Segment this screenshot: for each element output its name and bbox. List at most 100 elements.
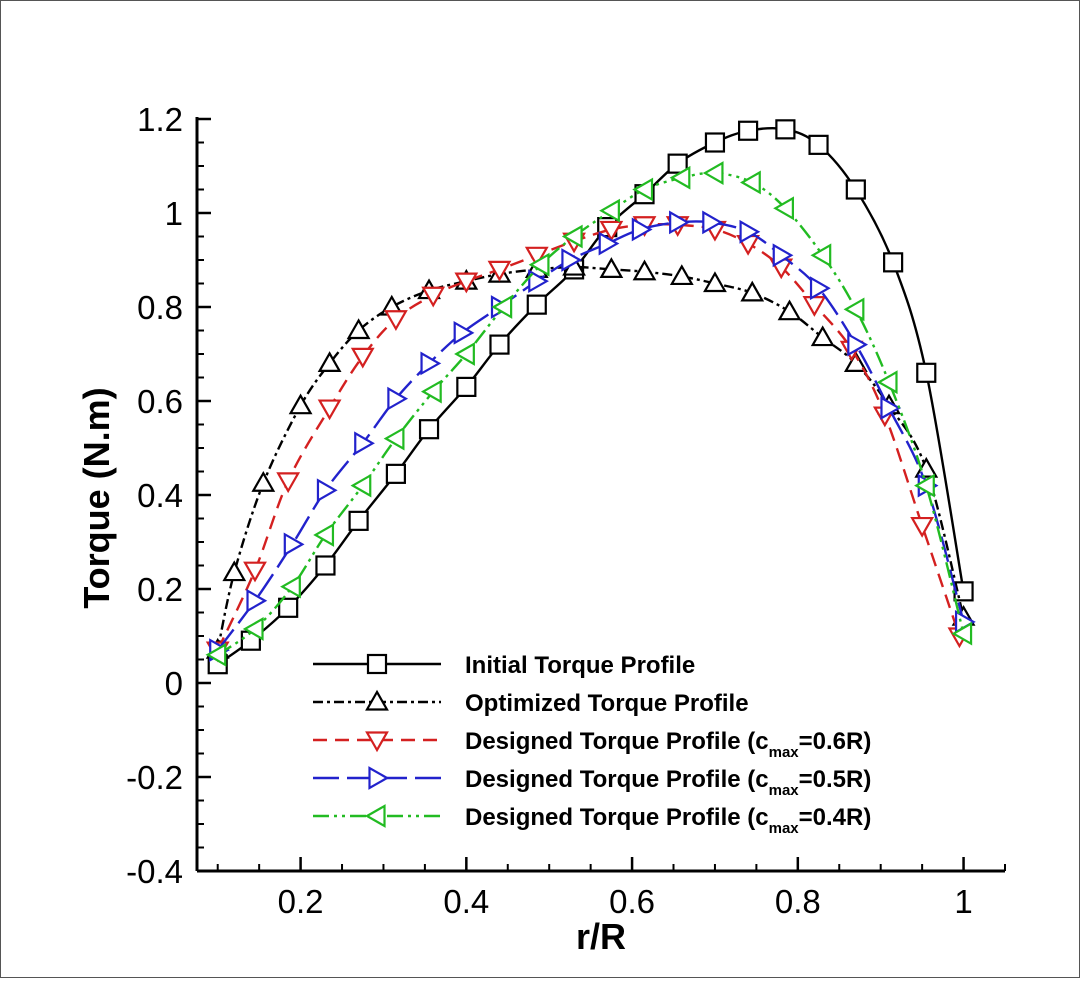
y-tick-label: 1.2 (137, 101, 183, 138)
y-tick-label: 1 (165, 195, 183, 232)
legend-triangle-up-marker (365, 689, 389, 711)
triangle-left-marker (773, 196, 794, 221)
triangle-up-marker (669, 264, 694, 286)
triangle-up-marker (777, 299, 802, 321)
square-marker (456, 376, 477, 397)
square-marker (916, 362, 937, 383)
legend-triangle-right-marker (368, 766, 390, 790)
series-1 (207, 119, 974, 675)
triangle-right-marker (739, 219, 761, 244)
triangle-left-marker (242, 617, 264, 641)
legend-subscript: max (769, 820, 800, 837)
triangle-right-marker (354, 431, 375, 456)
triangle-right-marker (772, 243, 794, 268)
y-tick-label: -0.4 (126, 853, 183, 890)
triangle-up-marker (251, 471, 276, 492)
triangle-right-marker (880, 396, 902, 420)
triangle-left-marker (491, 295, 513, 319)
triangle-down-marker (454, 272, 479, 294)
legend-entry-3: Designed Torque Profile (cmax=0.6R) (313, 728, 871, 761)
triangle-left-marker (632, 177, 654, 202)
triangle-left-marker (313, 523, 335, 547)
triangle-up-marker (222, 560, 247, 582)
series-4 (209, 210, 976, 662)
series-line (217, 126, 965, 666)
triangle-down-marker (243, 561, 267, 583)
legend-square-marker (366, 653, 388, 675)
y-tick-label: 0 (165, 665, 183, 702)
triangle-right-marker (246, 588, 268, 613)
legend-label-tail: =0.6R) (799, 728, 872, 755)
triangle-up-marker (810, 325, 835, 347)
triangle-up-marker (599, 257, 624, 278)
square-marker (883, 252, 904, 273)
square-marker (737, 120, 759, 141)
triangle-up-marker (346, 318, 371, 340)
triangle-left-marker (876, 370, 898, 395)
triangle-right-marker (316, 478, 338, 503)
legend: Initial Torque Profile Optimized Torque P… (313, 652, 871, 837)
triangle-down-marker (599, 220, 624, 242)
legend-label-tail: =0.5R) (799, 766, 872, 793)
triangle-left-marker (669, 165, 691, 190)
legend-triangle-left-marker (364, 804, 386, 828)
triangle-down-marker (802, 296, 827, 317)
triangle-down-marker (524, 246, 549, 268)
square-marker (489, 334, 510, 355)
series-3 (205, 216, 972, 663)
square-marker (845, 179, 866, 200)
axes: -0.4 -0.2 0 0.2 0.4 0.6 0.8 1 1.2 0.2 0.4 0.6 0.8 1 (126, 101, 1006, 920)
legend-label: Optimized Torque Profile (465, 690, 749, 717)
triangle-down-marker (487, 260, 512, 282)
legend-label: Initial Torque Profile (465, 652, 695, 679)
legend-entry-4: Designed Torque Profile (cmax=0.5R) (313, 766, 871, 799)
triangle-up-marker (703, 271, 727, 293)
square-marker (418, 419, 440, 440)
series-line (216, 222, 961, 651)
triangle-left-marker (350, 473, 372, 498)
y-tick-label: 0.2 (137, 571, 183, 608)
series-line (216, 265, 965, 651)
triangle-right-marker (453, 320, 475, 345)
legend-entry-5: Designed Torque Profile (cmax=0.4R) (313, 804, 871, 837)
triangle-right-marker (561, 248, 583, 272)
legend-label: Designed Torque Profile (cmax=0.5R) (465, 766, 871, 799)
triangle-right-marker (669, 210, 690, 235)
triangle-up-marker (632, 259, 657, 281)
x-axis-title: r/R (576, 916, 626, 957)
square-marker (385, 463, 406, 484)
legend-label: Designed Torque Profile (cmax=0.4R) (465, 804, 871, 837)
triangle-right-marker (598, 231, 620, 256)
y-tick-label: 0.6 (137, 383, 183, 420)
square-marker (315, 555, 336, 576)
triangle-left-marker (740, 170, 761, 195)
square-marker (526, 294, 547, 315)
triangle-down-marker (910, 516, 935, 538)
x-tick-label: 0.6 (609, 883, 655, 920)
triangle-left-marker (810, 243, 832, 268)
triangle-right-marker (702, 210, 724, 235)
triangle-left-marker (914, 473, 935, 498)
square-marker (667, 153, 688, 174)
square-marker (278, 597, 299, 618)
square-marker (704, 132, 726, 153)
triangle-left-marker (843, 297, 865, 322)
triangle-left-marker (420, 379, 442, 404)
square-marker (808, 134, 829, 155)
triangle-left-marker (205, 642, 227, 667)
triangle-left-marker (528, 252, 550, 277)
series-line (216, 220, 965, 651)
legend-entry-2: Optimized Torque Profile (313, 689, 749, 717)
series-5 (205, 161, 973, 667)
square-marker (348, 510, 369, 531)
triangle-right-marker (847, 332, 869, 357)
triangle-right-marker (283, 532, 305, 557)
legend-label: Designed Torque Profile (cmax=0.6R) (465, 728, 871, 761)
x-tick-label: 1 (954, 883, 972, 920)
y-tick-label: 0.4 (137, 477, 183, 514)
x-tick-label: 0.8 (775, 883, 821, 920)
triangle-up-marker (843, 351, 868, 372)
triangle-left-marker (454, 342, 475, 366)
x-tick-label: 0.4 (443, 883, 489, 920)
